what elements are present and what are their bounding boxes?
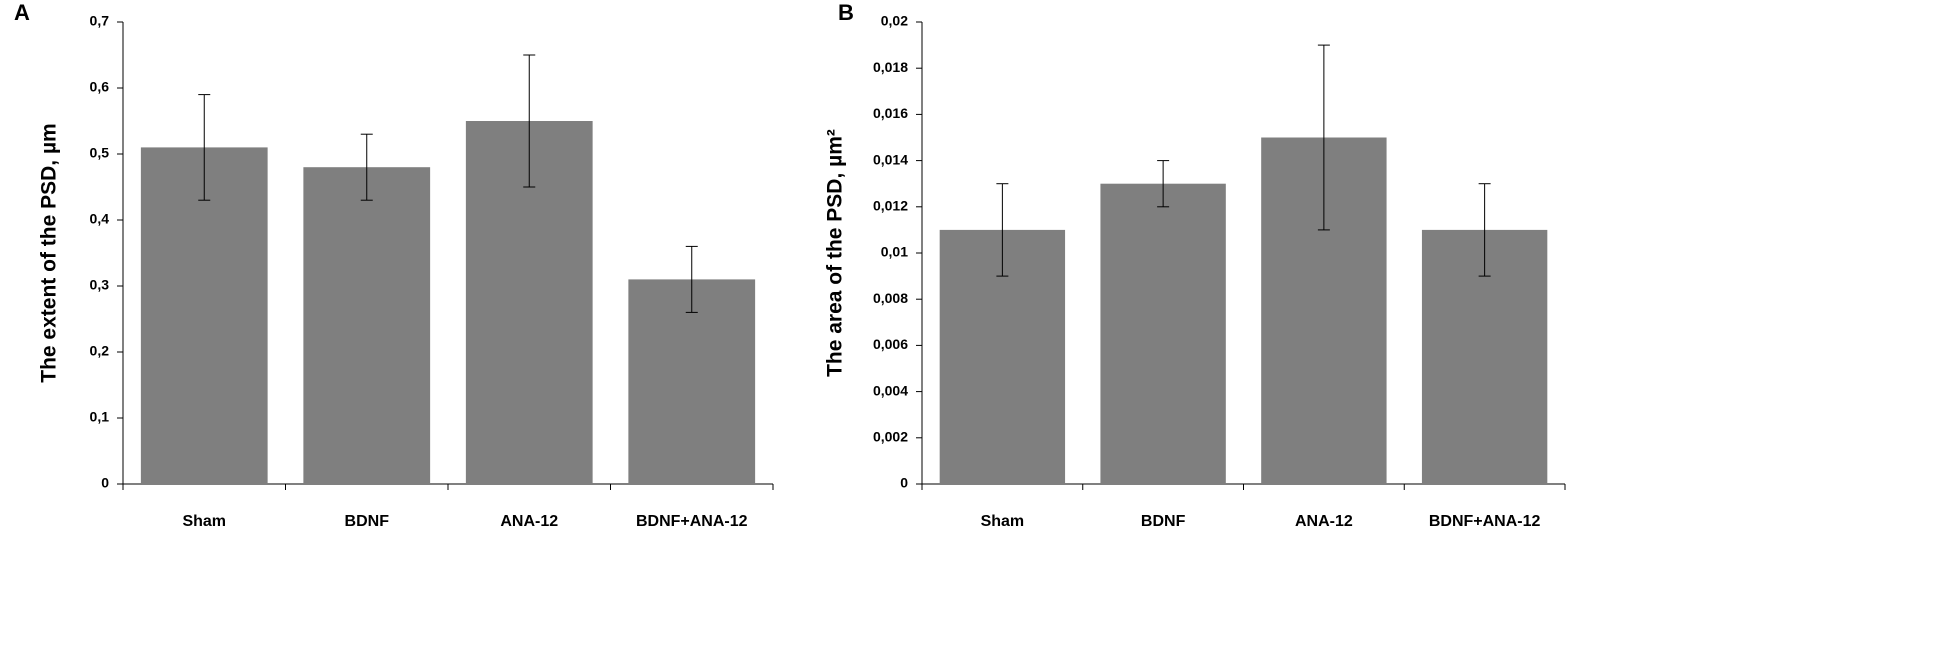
x-tick-label: BDNF+ANA-12: [636, 513, 748, 530]
error-bar: [1157, 160, 1170, 208]
y-tick-label: 0,5: [90, 145, 110, 161]
y-tick-label: 0,004: [873, 382, 908, 398]
y-tick-label: 0,4: [90, 211, 110, 227]
y-tick-label: 0,01: [881, 244, 908, 260]
y-tick-label: 0,012: [873, 198, 908, 214]
y-tick-label: 0: [900, 475, 908, 491]
x-tick-label: ANA-12: [500, 513, 558, 530]
error-bar: [1478, 183, 1491, 277]
error-bar: [685, 245, 698, 313]
y-tick-label: 0,6: [90, 79, 110, 95]
panel-label: B: [838, 0, 854, 25]
y-tick-label: 0,2: [90, 343, 110, 359]
x-tick-label: BDNF: [1141, 513, 1186, 530]
y-axis-label: The extent of the PSD, µm: [38, 123, 61, 382]
x-tick-label: BDNF+ANA-12: [1429, 513, 1541, 530]
y-tick-label: 0,1: [90, 409, 110, 425]
error-bar: [996, 183, 1009, 277]
x-tick-label: ANA-12: [1295, 513, 1353, 530]
y-tick-label: 0,018: [873, 59, 908, 75]
y-axis-label: The area of the PSD, µm²: [824, 129, 847, 377]
error-bar: [198, 94, 211, 201]
y-tick-label: 0,002: [873, 429, 908, 445]
y-tick-label: 0: [101, 475, 109, 491]
bar: [628, 279, 756, 484]
error-bar: [1317, 44, 1330, 231]
y-tick-label: 0,7: [90, 13, 110, 29]
x-tick-label: Sham: [981, 513, 1025, 530]
error-bar: [523, 54, 536, 188]
bar: [140, 147, 268, 484]
bar: [1100, 183, 1226, 484]
y-tick-label: 0,008: [873, 290, 908, 306]
bar: [303, 167, 431, 484]
x-tick-label: Sham: [182, 513, 226, 530]
y-tick-label: 0,02: [881, 13, 908, 29]
y-tick-label: 0,3: [90, 277, 110, 293]
panel-label: A: [14, 0, 30, 25]
y-tick-label: 0,006: [873, 336, 908, 352]
x-tick-label: BDNF: [345, 513, 390, 530]
error-bar: [360, 133, 373, 201]
y-tick-label: 0,016: [873, 105, 908, 121]
y-tick-label: 0,014: [873, 151, 908, 167]
